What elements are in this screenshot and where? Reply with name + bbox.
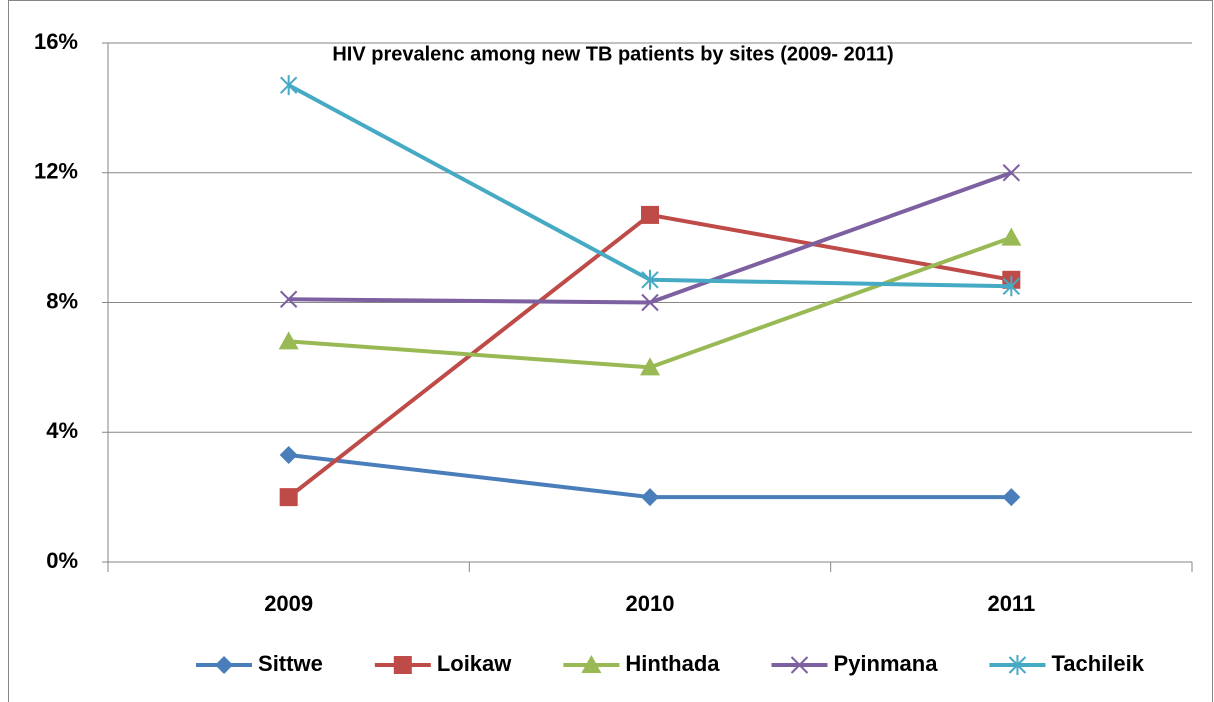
legend-marker — [581, 655, 602, 673]
data-point — [640, 357, 660, 376]
chart-border — [8, 0, 1213, 702]
data-point — [641, 488, 659, 507]
data-point — [1002, 488, 1021, 507]
data-point — [1002, 164, 1021, 182]
legend-label: Tachileik — [1051, 651, 1144, 676]
data-point — [641, 205, 659, 224]
legend: Sittwe Loikaw Hinthada Pyinmana Tachileik — [196, 651, 1145, 676]
data-point — [1001, 227, 1022, 246]
data-point — [641, 293, 659, 312]
data-point — [279, 445, 298, 464]
legend-label: Sittwe — [258, 651, 323, 676]
chart-title: HIV prevalenc among new TB patients by s… — [332, 43, 893, 65]
legend-marker — [1008, 655, 1027, 675]
data-point — [641, 269, 659, 290]
y-tick-label: 12% — [34, 159, 78, 184]
x-tick-label: 2010 — [626, 591, 675, 616]
legend-label: Pyinmana — [834, 651, 939, 676]
data-point — [279, 290, 298, 308]
data-point — [279, 75, 298, 96]
y-tick-label: 16% — [34, 29, 78, 54]
y-tick-label: 0% — [46, 548, 78, 573]
legend-marker — [393, 656, 412, 674]
x-tick-label: 2011 — [987, 591, 1035, 616]
legend-label: Loikaw — [437, 651, 512, 676]
x-tick-label: 2009 — [264, 591, 313, 616]
legend-label: Hinthada — [625, 651, 720, 676]
y-tick-label: 4% — [46, 418, 78, 443]
data-point — [278, 331, 299, 350]
legend-marker — [790, 656, 809, 674]
y-tick-label: 8% — [46, 288, 78, 313]
data-point — [1002, 276, 1021, 297]
legend-marker — [215, 656, 234, 674]
data-point — [279, 488, 298, 507]
